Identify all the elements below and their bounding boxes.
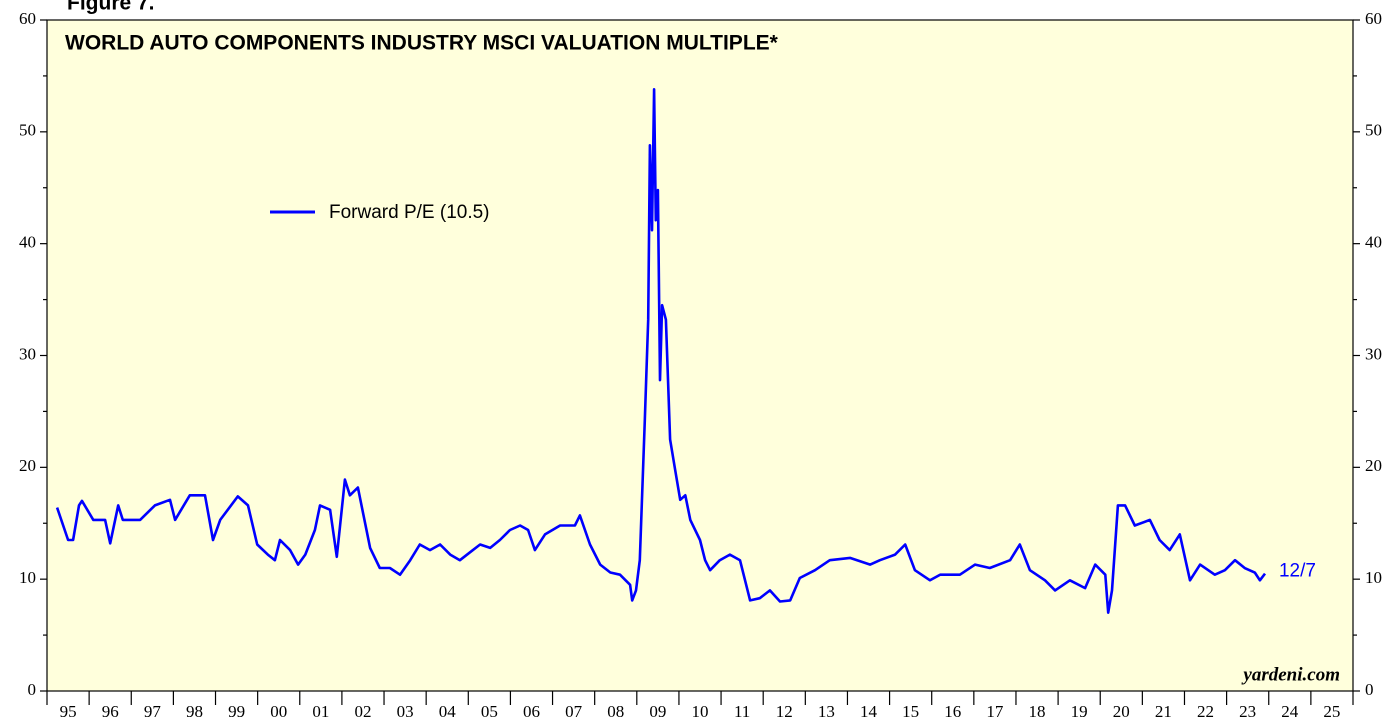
x-tick-label: 22 [1197,702,1214,719]
x-tick-label: 13 [818,702,835,719]
y-tick-label-right: 50 [1365,121,1382,140]
x-tick-label: 20 [1113,702,1130,719]
y-tick-label-right: 30 [1365,344,1382,363]
y-tick-label: 0 [28,680,37,699]
y-tick-label: 30 [19,344,36,363]
x-tick-label: 10 [692,702,709,719]
y-tick-label-right: 40 [1365,233,1382,252]
plot-area [46,19,1354,692]
y-tick-label-right: 10 [1365,568,1382,587]
data-line [55,88,1267,614]
x-tick-label: 96 [102,702,119,719]
x-tick-label: 02 [354,702,371,719]
x-tick-label: 04 [439,702,457,719]
x-tick-label: 08 [607,702,624,719]
y-tick-label: 10 [19,568,36,587]
x-tick-label: 99 [228,702,245,719]
x-tick-label: 25 [1323,702,1340,719]
chart-title: WORLD AUTO COMPONENTS INDUSTRY MSCI VALU… [65,32,779,55]
x-tick-label: 03 [397,702,414,719]
x-tick-label: 15 [902,702,919,719]
x-tick-label: 14 [860,702,878,719]
y-tick-label-right: 20 [1365,456,1382,475]
x-tick-label: 01 [312,702,329,719]
x-tick-label: 05 [481,702,498,719]
x-tick-label: 09 [649,702,666,719]
x-tick-label: 24 [1281,702,1299,719]
x-tick-label: 21 [1155,702,1172,719]
x-tick-label: 19 [1071,702,1088,719]
credit: yardeni.com [1241,664,1340,685]
x-tick-label: 18 [1029,702,1046,719]
x-tick-label: 16 [944,702,961,719]
x-tick-label: 07 [565,702,583,719]
y-tick-label-right: 0 [1365,680,1374,699]
x-tick-label: 12 [776,702,793,719]
x-tick-label: 98 [186,702,203,719]
y-tick-label: 60 [19,9,36,28]
x-tick-label: 97 [144,702,162,719]
figure-label: Figure 7. [67,0,155,15]
legend-label: Forward P/E (10.5) [329,202,490,223]
x-tick-label: 00 [270,702,287,719]
y-tick-label-right: 60 [1365,9,1382,28]
end-label: 12/7 [1279,561,1316,582]
x-tick-label: 11 [734,702,750,719]
y-tick-label: 40 [19,233,36,252]
x-tick-label: 23 [1239,702,1256,719]
x-tick-label: 06 [523,702,540,719]
y-tick-label: 50 [19,121,36,140]
x-tick-label: 95 [60,702,77,719]
y-tick-label: 20 [19,456,36,475]
x-tick-label: 17 [986,702,1004,719]
